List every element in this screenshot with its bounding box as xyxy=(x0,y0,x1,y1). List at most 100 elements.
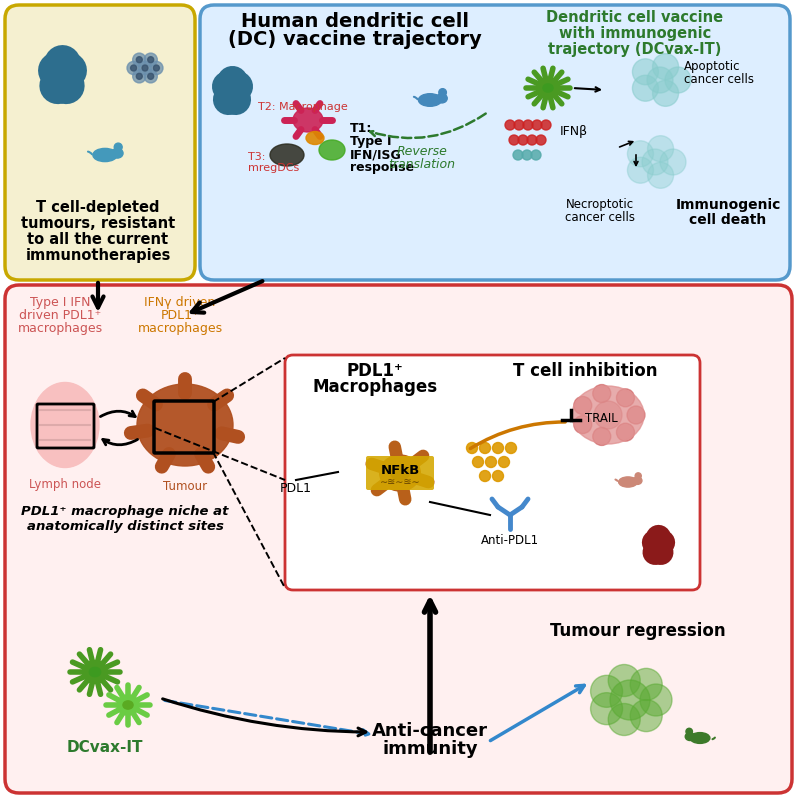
Text: Reverse: Reverse xyxy=(397,145,447,158)
Circle shape xyxy=(590,693,622,725)
Text: PDL1⁺ macrophage niche at: PDL1⁺ macrophage niche at xyxy=(22,505,229,518)
Text: tumours, resistant: tumours, resistant xyxy=(21,216,175,231)
Circle shape xyxy=(479,470,490,482)
Ellipse shape xyxy=(390,466,410,480)
Text: T3:: T3: xyxy=(248,152,266,162)
Circle shape xyxy=(653,80,678,106)
Circle shape xyxy=(514,120,524,130)
Circle shape xyxy=(541,120,551,130)
Text: cancer cells: cancer cells xyxy=(565,211,635,224)
Text: Tumour: Tumour xyxy=(163,480,207,493)
Ellipse shape xyxy=(293,108,323,132)
Text: macrophages: macrophages xyxy=(138,322,222,335)
Text: Apoptotic: Apoptotic xyxy=(684,60,741,73)
Circle shape xyxy=(522,150,532,160)
Text: response: response xyxy=(350,161,414,174)
Circle shape xyxy=(130,65,137,71)
Circle shape xyxy=(498,457,510,467)
Ellipse shape xyxy=(31,382,99,467)
Circle shape xyxy=(647,67,673,93)
Circle shape xyxy=(536,135,546,145)
Text: mregDCs: mregDCs xyxy=(248,163,299,173)
Circle shape xyxy=(630,668,662,700)
Text: DCvax-IT: DCvax-IT xyxy=(66,740,143,755)
Circle shape xyxy=(154,65,159,71)
Circle shape xyxy=(493,470,503,482)
Ellipse shape xyxy=(537,78,559,98)
Text: driven PDL1⁺: driven PDL1⁺ xyxy=(19,309,101,322)
Ellipse shape xyxy=(90,667,101,677)
Ellipse shape xyxy=(137,384,233,466)
Circle shape xyxy=(574,397,592,414)
Circle shape xyxy=(527,135,537,145)
Circle shape xyxy=(635,473,642,479)
Text: ∼≊∼≊∼: ∼≊∼≊∼ xyxy=(380,477,420,487)
Circle shape xyxy=(148,57,154,62)
Circle shape xyxy=(150,62,163,74)
Text: trajectory (DCvax-IT): trajectory (DCvax-IT) xyxy=(548,42,722,57)
Text: Tumour regression: Tumour regression xyxy=(550,622,726,640)
Circle shape xyxy=(133,70,146,83)
Text: Type I IFN: Type I IFN xyxy=(30,296,90,309)
Ellipse shape xyxy=(117,695,139,715)
Circle shape xyxy=(466,442,478,454)
Circle shape xyxy=(133,53,146,66)
Circle shape xyxy=(627,406,645,424)
Ellipse shape xyxy=(380,455,420,491)
Circle shape xyxy=(617,423,634,442)
Circle shape xyxy=(144,70,158,83)
Circle shape xyxy=(493,442,503,454)
Ellipse shape xyxy=(633,477,642,484)
Ellipse shape xyxy=(572,386,644,444)
Ellipse shape xyxy=(618,477,638,487)
Circle shape xyxy=(127,62,140,74)
Text: Anti-PDL1: Anti-PDL1 xyxy=(481,534,539,547)
Circle shape xyxy=(590,675,622,707)
Circle shape xyxy=(473,457,483,467)
Text: cell death: cell death xyxy=(690,213,766,227)
Circle shape xyxy=(114,143,122,151)
Text: PDL1⁺: PDL1⁺ xyxy=(346,362,403,380)
Ellipse shape xyxy=(111,149,123,158)
Circle shape xyxy=(531,150,541,160)
Text: IFNβ: IFNβ xyxy=(560,125,588,138)
Circle shape xyxy=(594,401,622,429)
FancyBboxPatch shape xyxy=(285,355,700,590)
Circle shape xyxy=(610,680,650,720)
Text: Macrophages: Macrophages xyxy=(313,378,438,396)
Text: T1:: T1: xyxy=(350,122,372,135)
Circle shape xyxy=(633,58,658,85)
Ellipse shape xyxy=(319,140,345,160)
Text: T cell-depleted: T cell-depleted xyxy=(36,200,160,215)
FancyBboxPatch shape xyxy=(5,5,195,280)
Text: Type I: Type I xyxy=(350,135,391,148)
Circle shape xyxy=(608,703,640,735)
Text: (DC) vaccine trajectory: (DC) vaccine trajectory xyxy=(228,30,482,49)
Circle shape xyxy=(593,427,610,446)
Circle shape xyxy=(627,141,654,166)
Circle shape xyxy=(640,684,672,716)
Text: with immunogenic: with immunogenic xyxy=(559,26,711,41)
Circle shape xyxy=(142,65,148,71)
Circle shape xyxy=(228,72,236,80)
Text: T cell inhibition: T cell inhibition xyxy=(513,362,658,380)
Text: cancer cells: cancer cells xyxy=(684,73,754,86)
Circle shape xyxy=(136,57,142,62)
Text: T2: Macrophage: T2: Macrophage xyxy=(258,102,348,112)
Circle shape xyxy=(513,150,523,160)
Circle shape xyxy=(57,53,67,62)
Text: IFNγ driven: IFNγ driven xyxy=(144,296,216,309)
FancyBboxPatch shape xyxy=(200,5,790,280)
Circle shape xyxy=(633,75,658,102)
FancyBboxPatch shape xyxy=(366,456,434,490)
Circle shape xyxy=(574,415,592,434)
Text: TRAIL: TRAIL xyxy=(585,412,618,425)
Text: immunotherapies: immunotherapies xyxy=(26,248,170,263)
Circle shape xyxy=(630,700,662,732)
Circle shape xyxy=(506,442,517,454)
Circle shape xyxy=(518,135,528,145)
Circle shape xyxy=(144,53,158,66)
Text: NFkB: NFkB xyxy=(380,464,420,477)
Circle shape xyxy=(593,385,610,402)
Circle shape xyxy=(617,389,634,406)
